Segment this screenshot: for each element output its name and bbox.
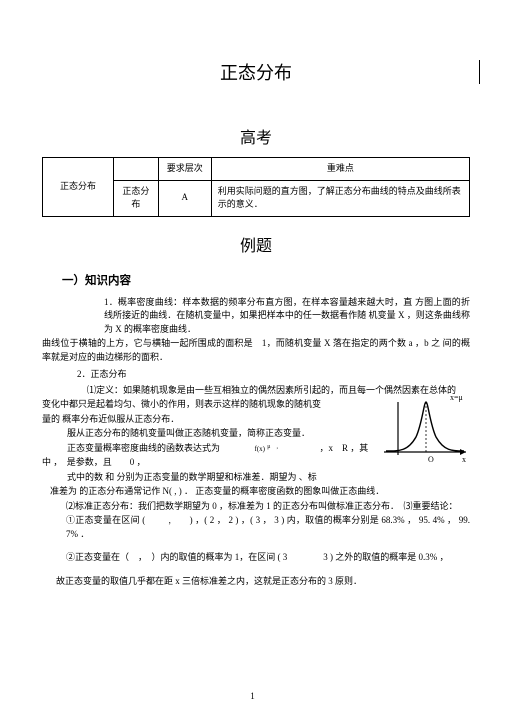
paragraph: 变化中都只是起着均匀、微小的作用，则表示这样的随机现象的随机变: [42, 398, 370, 412]
table-cell: 正态分布: [114, 180, 159, 216]
table-cell: 要求层次: [158, 158, 211, 181]
section-1-heading: 一）知识内容: [62, 273, 470, 290]
gaokao-heading: 高考: [42, 127, 470, 151]
paragraph: 服从正态分布的随机变量叫做正态随机变量，简称正态变量．: [67, 427, 370, 441]
text: ，x R ，其: [320, 443, 369, 453]
paragraph: 故正态变量的取值几乎都在距 x 三倍标准差之内，这就是正态分布的 3 原则．: [56, 575, 470, 589]
graph-top-label: x=μ: [450, 393, 463, 402]
main-title: 正态分布: [42, 60, 470, 87]
table-cell: 重难点: [211, 158, 469, 181]
table-cell: A: [158, 180, 211, 216]
table-cell: 利用实际问题的直方图，了解正态分布曲线的特点及曲线所表示的意义．: [211, 180, 469, 216]
table-cell: [114, 158, 159, 181]
paragraph: 1．概率密度曲线：样本数据的频率分布直方图，在样本容量越来越大时，直 方图上面的…: [104, 296, 470, 337]
paragraph: ⑵标准正态分布：我们把数学期望为 0 ，标准差为 1 的正态分布叫做标准正态分布…: [66, 500, 470, 514]
graph-x-label: x: [462, 455, 466, 464]
requirements-table: 正态分布 要求层次 重难点 正态分布 A 利用实际问题的直方图，了解正态分布曲线…: [42, 157, 470, 217]
paragraph: 曲线位于横轴的上方，它与横轴一起所围成的面积是 1，而随机变量 X 落在指定的两…: [42, 337, 470, 364]
paragraph: 式中的数 和 分别为正态变量的数学期望和标准差．期望为 、标: [67, 471, 370, 485]
examples-heading: 例题: [42, 235, 470, 259]
paragraph: ①正态变量在区间 ( , ) ，( 2 ， 2 ) ，( 3 ， 3 ) 内，取…: [66, 514, 470, 541]
paragraph: 量的 概率分布近似服从正态分布．: [42, 413, 370, 427]
normal-curve-graph: x=μ x O: [378, 392, 470, 464]
text: 正态变量概率密度曲线的函数表达式为: [67, 443, 220, 453]
graph-origin-label: O: [428, 455, 434, 464]
page-number: 1: [0, 690, 505, 704]
paragraph: 准差为 的正态分布通常记作 N( , ) ． 正态变量的概率密度函数的图象叫做正…: [50, 485, 470, 499]
formula-label: f(x): [255, 445, 266, 453]
subsection-label: 2．正态分布: [77, 368, 470, 382]
paragraph: ②正态变量在（ ， ）内的取值的概率为 1，在区间 ( 3 3 ) 之外的取值的…: [66, 551, 470, 565]
text-cursor: [479, 60, 480, 84]
paragraph: 正态变量概率密度曲线的函数表达式为 f(x) μ , ，x R ，其: [67, 442, 370, 456]
paragraph: 中 ， 是参数，且 0 ，: [42, 456, 370, 470]
table-left-cell: 正态分布: [43, 158, 114, 217]
